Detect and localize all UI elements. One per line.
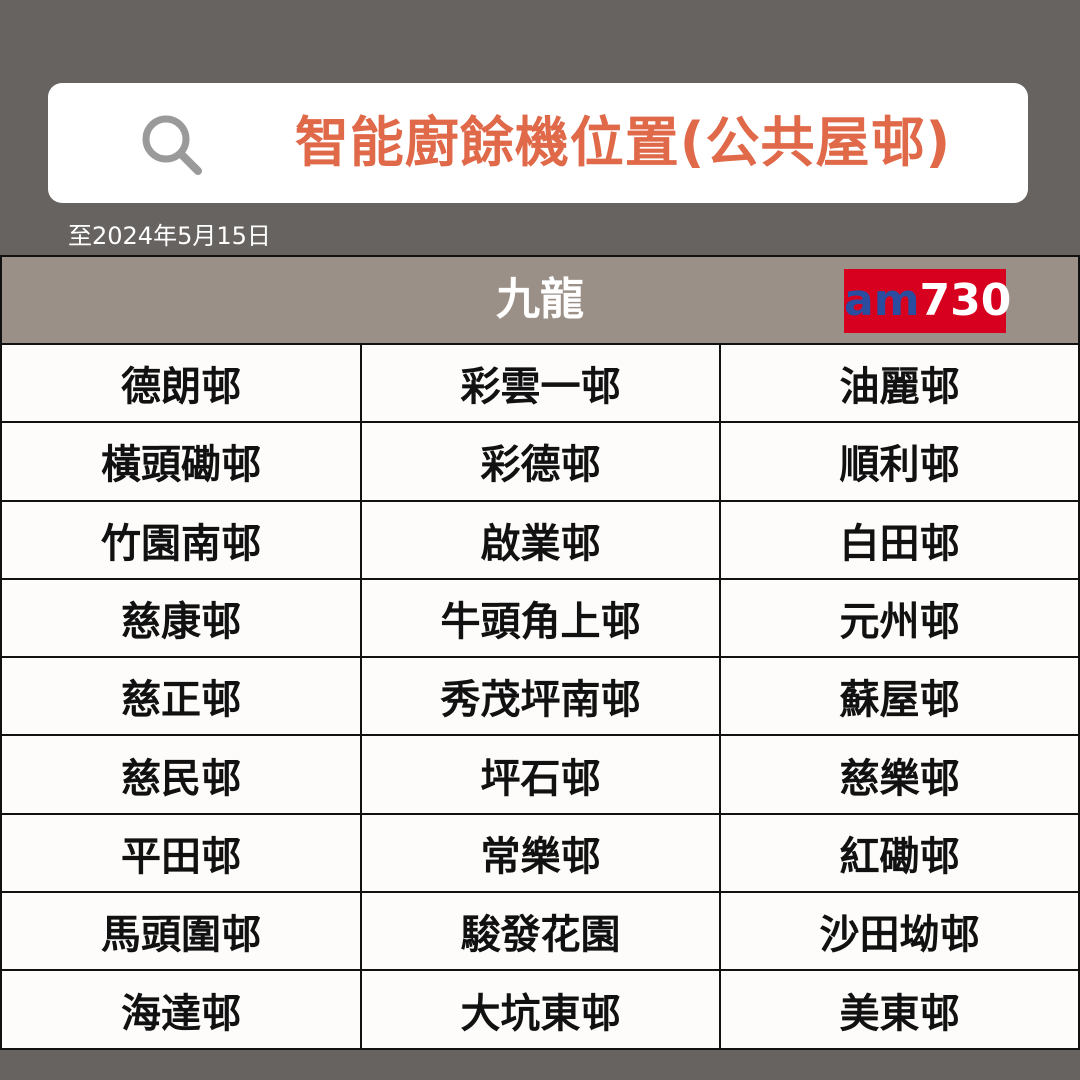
table-cell: 慈正邨 (2, 658, 360, 735)
table-body: 德朗邨 彩雲一邨 油麗邨橫頭磡邨 彩德邨 順利邨竹園南邨 啟業邨 白田邨慈康邨 牛頭角上邨 元州… (2, 345, 1078, 1048)
table-cell: 大坑東邨 (362, 971, 719, 1048)
table-cell: 牛頭角上邨 (362, 579, 719, 657)
search-banner: 智能廚餘機位置(公共屋邨) (48, 83, 1028, 203)
search-icon (142, 115, 202, 175)
table-cell: 油麗邨 (721, 345, 1078, 422)
region-title: 九龍 (496, 274, 584, 325)
table-cell: 坪石邨 (362, 736, 719, 813)
table-cell: 彩德邨 (362, 423, 719, 500)
table-cell: 白田邨 (721, 501, 1078, 578)
table-cell: 啟業邨 (362, 501, 719, 578)
table-cell: 海達邨 (2, 971, 360, 1048)
estate-table: 九龍 am730 德朗邨 彩雲一邨 油麗邨橫頭磡邨 彩德邨 順利邨竹園南邨 啟業邨 白田邨慈… (0, 255, 1080, 1050)
table-cell: 橫頭磡邨 (2, 423, 360, 500)
date-note: 至2024年5月15日 (68, 222, 271, 250)
table-cell: 慈康邨 (2, 579, 360, 657)
table-cell: 沙田坳邨 (721, 893, 1078, 970)
table-header: 九龍 am730 (2, 257, 1078, 345)
table-cell: 慈樂邨 (721, 736, 1078, 813)
page-title: 智能廚餘機位置(公共屋邨) (294, 111, 952, 174)
table-cell: 平田邨 (2, 814, 360, 892)
table-cell: 蘇屋邨 (721, 658, 1078, 735)
table-cell: 慈民邨 (2, 736, 360, 813)
table-cell: 馬頭圍邨 (2, 893, 360, 970)
table-cell: 德朗邨 (2, 345, 360, 422)
table-cell: 元州邨 (721, 579, 1078, 657)
table-cell: 紅磡邨 (721, 814, 1078, 892)
table-cell: 秀茂坪南邨 (362, 658, 719, 735)
table-cell: 竹園南邨 (2, 501, 360, 578)
am730-logo: am730 (844, 269, 1011, 333)
table-cell: 順利邨 (721, 423, 1078, 500)
table-cell: 常樂邨 (362, 814, 719, 892)
table-cell: 駿發花園 (362, 893, 719, 970)
table-cell: 美東邨 (721, 971, 1078, 1048)
table-cell: 彩雲一邨 (362, 345, 719, 422)
